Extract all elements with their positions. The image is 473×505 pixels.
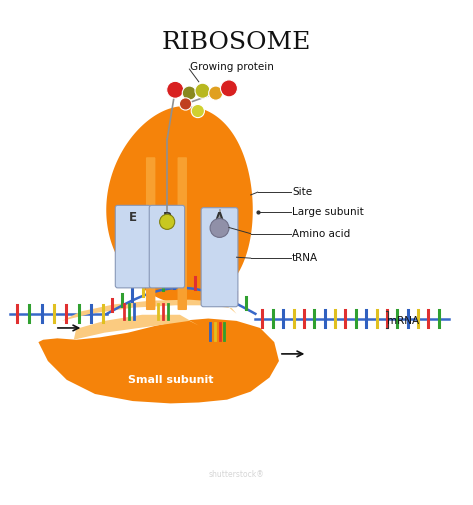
- Polygon shape: [62, 299, 236, 321]
- FancyBboxPatch shape: [149, 206, 184, 288]
- Circle shape: [179, 98, 192, 110]
- Circle shape: [210, 219, 229, 237]
- Text: RIBOSOME: RIBOSOME: [162, 31, 311, 54]
- Circle shape: [182, 86, 196, 100]
- Circle shape: [191, 105, 204, 118]
- Polygon shape: [38, 319, 279, 403]
- Text: mRNA: mRNA: [387, 316, 420, 326]
- Text: E: E: [129, 211, 137, 224]
- FancyBboxPatch shape: [146, 157, 156, 310]
- Text: Site: Site: [292, 187, 312, 197]
- Circle shape: [209, 86, 223, 100]
- Circle shape: [166, 81, 184, 98]
- Circle shape: [220, 80, 237, 97]
- FancyBboxPatch shape: [177, 157, 187, 310]
- Text: Large subunit: Large subunit: [292, 208, 364, 218]
- FancyBboxPatch shape: [201, 208, 238, 307]
- Text: Growing protein: Growing protein: [190, 62, 274, 72]
- Text: tRNA: tRNA: [292, 253, 318, 263]
- Circle shape: [159, 214, 175, 229]
- Text: P: P: [163, 211, 172, 224]
- FancyBboxPatch shape: [115, 206, 151, 288]
- Polygon shape: [106, 106, 253, 304]
- Text: shutterstock®: shutterstock®: [209, 470, 264, 479]
- Text: Small subunit: Small subunit: [128, 375, 213, 385]
- Text: A: A: [215, 211, 224, 224]
- Text: Amino acid: Amino acid: [292, 229, 350, 239]
- Polygon shape: [74, 315, 199, 340]
- Circle shape: [195, 83, 210, 98]
